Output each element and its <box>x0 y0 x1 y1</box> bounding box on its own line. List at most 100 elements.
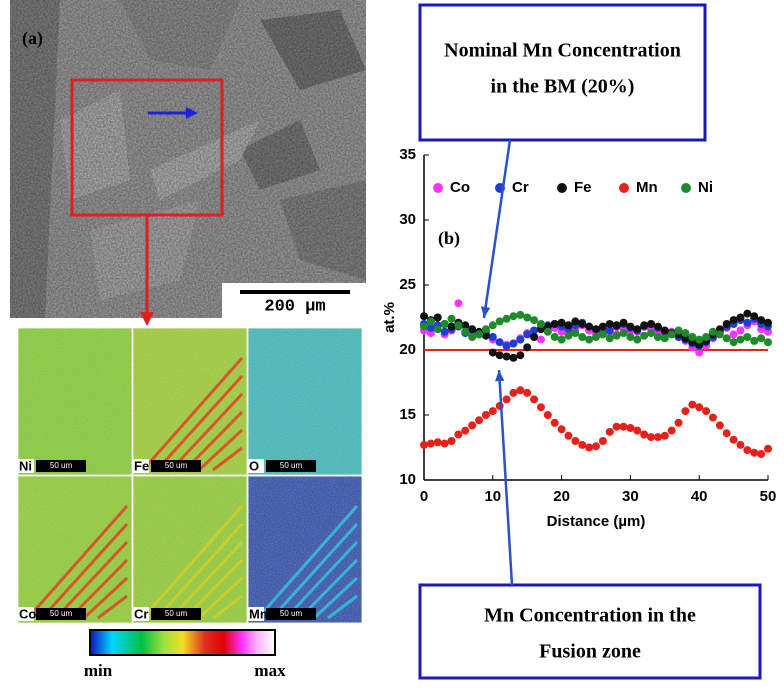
legend-marker <box>619 183 629 193</box>
annotation-text: Nominal Mn Concentration <box>444 40 681 62</box>
data-point <box>653 333 662 341</box>
data-point <box>536 335 545 344</box>
map-label: Mn <box>249 606 268 621</box>
data-point <box>557 318 566 327</box>
map-scale-label: 50 um <box>280 461 303 470</box>
eds-streak <box>312 576 359 620</box>
data-point <box>653 433 662 442</box>
data-point <box>708 413 717 422</box>
map-scale-label: 50 um <box>165 461 188 470</box>
data-point <box>729 316 738 325</box>
data-point <box>530 316 539 325</box>
eds-streak <box>169 540 244 620</box>
panel-label: (a) <box>22 28 43 49</box>
data-point <box>660 334 669 343</box>
data-point <box>447 314 456 323</box>
data-point <box>440 327 449 336</box>
annotation-box <box>418 3 707 142</box>
x-tick-label: 0 <box>420 488 428 505</box>
data-point <box>640 331 649 340</box>
eds-maps: Ni 50 um Fe 50 um O 50 um Co 50 um Cr 50 um Mn 50 u… <box>17 327 363 624</box>
x-tick-label: 40 <box>691 488 708 505</box>
data-point <box>598 437 607 445</box>
data-point <box>743 333 752 341</box>
data-point <box>530 333 539 341</box>
data-point <box>502 352 511 361</box>
data-point <box>750 312 759 321</box>
map-label: Ni <box>19 458 32 473</box>
map-label: Co <box>19 606 36 621</box>
data-point <box>681 407 690 416</box>
y-tick-label: 20 <box>399 341 416 358</box>
annotation-text: Fusion zone <box>539 641 641 663</box>
colorbar-min: min <box>84 661 113 680</box>
data-point <box>557 425 566 434</box>
data-point <box>764 318 772 327</box>
data-point <box>660 431 669 440</box>
data-point <box>702 407 711 416</box>
data-point <box>502 314 511 323</box>
data-point <box>612 321 621 330</box>
data-point <box>550 418 559 427</box>
eds-texture <box>133 476 247 623</box>
map-scale-label: 50 um <box>50 609 73 618</box>
data-point <box>598 322 607 331</box>
data-point <box>681 329 690 338</box>
y-tick-label: 25 <box>399 276 416 293</box>
eds-streak <box>327 594 358 620</box>
eds-streak <box>97 594 128 620</box>
data-point <box>729 338 738 347</box>
data-point <box>461 321 470 330</box>
data-point <box>509 388 518 397</box>
data-point <box>475 330 484 339</box>
data-point <box>433 325 442 334</box>
map-scale-label: 50 um <box>50 461 73 470</box>
data-point <box>598 330 607 339</box>
data-point <box>523 313 532 322</box>
map-scale-bg <box>36 460 86 472</box>
data-point <box>536 320 545 328</box>
data-point <box>633 325 642 334</box>
data-point <box>736 335 745 344</box>
data-point <box>626 424 635 432</box>
data-point <box>454 321 463 330</box>
scale-bar-label: 200 µm <box>264 297 325 316</box>
data-point <box>764 444 772 453</box>
legend-label: Fe <box>574 179 592 196</box>
micrograph: 200 µm (a) <box>10 0 366 326</box>
map-scale-label: 50 um <box>280 609 303 618</box>
data-point <box>495 317 504 326</box>
data-point <box>640 321 649 330</box>
data-point <box>488 321 497 330</box>
data-point <box>674 326 683 335</box>
data-point <box>426 439 435 448</box>
data-point <box>571 329 580 338</box>
colorbar: min max <box>84 629 286 680</box>
eds-texture <box>18 476 132 623</box>
data-point <box>647 329 656 338</box>
data-point <box>488 407 497 416</box>
map-label-bg <box>133 459 149 473</box>
y-tick-label: 15 <box>399 406 416 423</box>
eds-streak <box>169 392 244 472</box>
data-point <box>420 322 428 331</box>
data-point <box>420 312 428 321</box>
data-point <box>660 326 669 335</box>
annotation-text: in the BM (20%) <box>491 76 635 98</box>
data-point <box>633 335 642 344</box>
data-point <box>647 320 656 328</box>
data-point <box>502 395 511 404</box>
data-point <box>743 446 752 455</box>
data-point <box>468 333 477 341</box>
eds-streak <box>212 594 243 620</box>
data-point <box>495 351 504 360</box>
data-point <box>695 348 704 357</box>
data-point <box>571 437 580 445</box>
data-point <box>420 440 428 449</box>
legend-label: Co <box>450 179 470 196</box>
data-point <box>585 335 594 344</box>
data-point <box>619 329 628 338</box>
data-point <box>605 427 614 436</box>
data-point <box>454 430 463 439</box>
